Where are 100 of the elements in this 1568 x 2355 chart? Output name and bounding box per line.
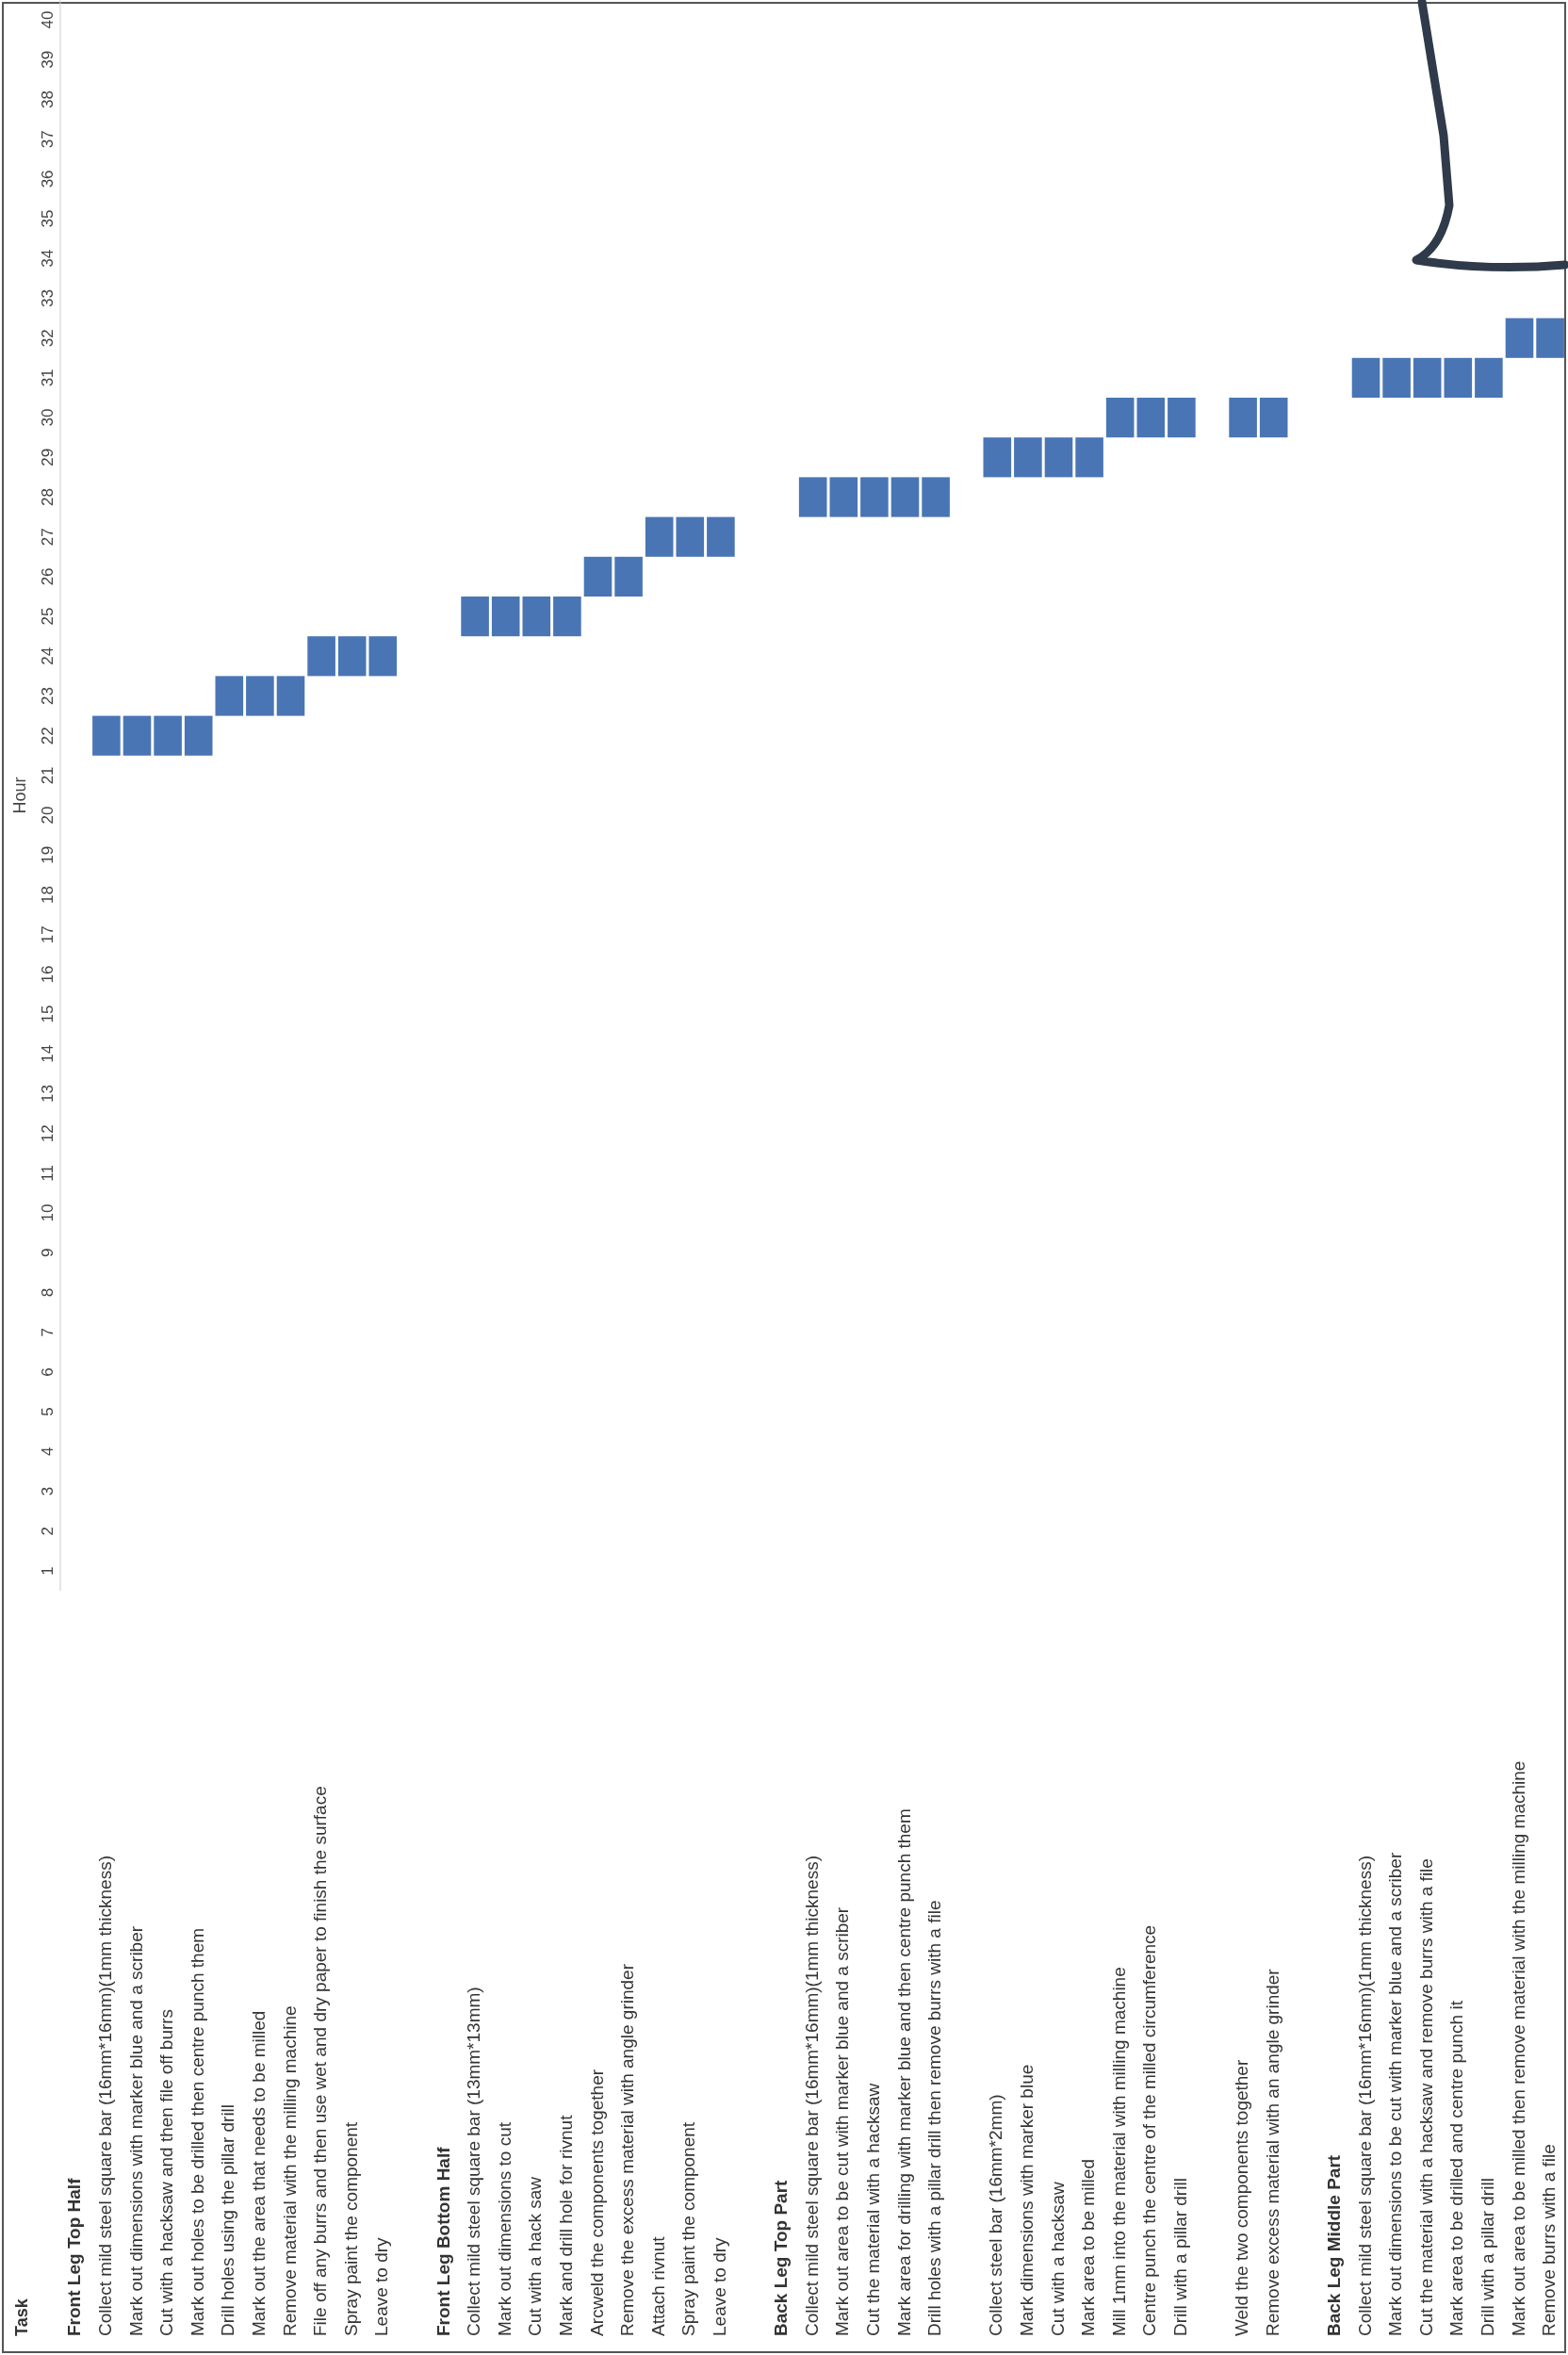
- x-tick-label: Attach rivnut: [647, 2235, 668, 2336]
- y-tick-label: 31: [39, 368, 57, 387]
- x-tick-label: Remove excess material with an angle grinder: [1262, 1968, 1282, 2336]
- bar: [707, 516, 735, 557]
- bar: [645, 516, 674, 557]
- x-tick-label: Collect mild steel square bar (16mm*16mm)(1mm thickness): [801, 1856, 822, 2336]
- y-tick-label: 2: [39, 1526, 57, 1536]
- y-tick-label: 8: [39, 1287, 57, 1298]
- x-tick-label: Collect mild steel square bar (13mm*13mm): [464, 1987, 484, 2336]
- x-tick-label: Front Leg Top Half: [64, 2177, 85, 2336]
- bar: [122, 715, 152, 756]
- x-tick-label: Mark area to be drilled and centre punch it: [1446, 2000, 1467, 2336]
- x-tick-label: Remove the excess material with angle grinder: [617, 1963, 638, 2336]
- x-tick-label: Drill with a pillar drill: [1169, 2178, 1190, 2336]
- y-tick-label: 13: [39, 1085, 57, 1103]
- x-tick-label: Remove burrs with a file: [1539, 2144, 1560, 2336]
- y-tick-label: 10: [39, 1203, 57, 1222]
- bar: [337, 636, 367, 677]
- x-tick-label: Mill 1mm into the material with milling machine: [1108, 1967, 1129, 2336]
- x-tick-label: Drill holes with a pillar drill then remove burrs with a file: [924, 1900, 945, 2336]
- y-tick-label: 3: [39, 1486, 57, 1496]
- bar: [1475, 357, 1503, 398]
- x-tick-label: Back Leg Middle Part: [1323, 2154, 1344, 2336]
- x-tick-label: Spray paint the component: [340, 2121, 361, 2336]
- y-tick-label: 39: [39, 50, 57, 69]
- y-tick-label: 25: [39, 607, 57, 626]
- y-tick-label: 9: [39, 1248, 57, 1258]
- x-tick-label: Leave to dry: [371, 2236, 392, 2336]
- x-tick-label: Mark out the area that needs to be milled: [248, 2010, 269, 2336]
- bar: [922, 477, 950, 517]
- y-tick-label: 30: [39, 408, 57, 427]
- y-tick-label: 21: [39, 766, 57, 785]
- x-tick-label: Collect steel bar (16mm*2mm): [986, 2094, 1006, 2336]
- y-tick-label: 23: [39, 687, 57, 705]
- x-tick-label: Arcweld the components together: [586, 2069, 607, 2336]
- x-tick-label: Collect mild steel square bar (16mm*16mm)(1mm thickness): [1354, 1856, 1375, 2336]
- x-tick-label: Cut with a hacksaw: [1047, 2182, 1068, 2336]
- y-tick-label: 1: [39, 1566, 57, 1576]
- bar: [1536, 318, 1564, 358]
- x-tick-label: Cut the material with a hacksaw and remove burrs with a file: [1415, 1858, 1436, 2336]
- y-tick-label: 18: [39, 886, 57, 904]
- y-tick-label: 37: [39, 130, 57, 149]
- y-tick-label: 19: [39, 845, 57, 864]
- y-tick-label: 20: [39, 806, 57, 825]
- x-tick-label: Cut the material with a hacksaw: [862, 2083, 883, 2336]
- x-tick-label: Front Leg Bottom Half: [433, 2146, 453, 2336]
- y-tick-label: 38: [39, 90, 57, 108]
- bar: [1044, 437, 1073, 478]
- bar: [522, 597, 551, 637]
- bar: [890, 477, 920, 517]
- x-tick-label: Cut with a hacksaw and then file off burrs: [156, 2008, 177, 2336]
- bar: [860, 477, 889, 517]
- bar: [92, 715, 121, 756]
- bar: [1382, 357, 1411, 398]
- bar: [1105, 398, 1135, 438]
- bar: [1136, 398, 1166, 438]
- bar: [154, 715, 182, 756]
- bar: [307, 636, 335, 677]
- x-tick-label: Remove material with the milling machine: [279, 2005, 300, 2336]
- bar: [184, 715, 213, 756]
- x-tick-label: Mark area to be milled: [1078, 2159, 1099, 2336]
- bar: [1168, 398, 1196, 438]
- x-tick-label: Mark out area to be milled then remove material with the milling machine: [1508, 1760, 1528, 2336]
- y-tick-label: 17: [39, 925, 57, 944]
- x-tick-label: Centre punch the centre of the milled circumference: [1139, 1924, 1160, 2336]
- y-tick-label: 16: [39, 965, 57, 984]
- x-tick-label: Drill with a pillar drill: [1477, 2178, 1497, 2336]
- x-tick-label: Mark area for drilling with marker blue and then centre punch them: [893, 1808, 914, 2336]
- y-tick-label: 28: [39, 488, 57, 506]
- y-tick-label: 15: [39, 1005, 57, 1023]
- y-tick-label: 26: [39, 567, 57, 586]
- bar: [491, 597, 520, 637]
- bar: [614, 556, 643, 597]
- y-axis-title: Hour: [9, 777, 29, 814]
- bar: [215, 676, 244, 716]
- y-tick-label: 27: [39, 528, 57, 547]
- y-tick-label: 32: [39, 329, 57, 348]
- y-tick-label: 36: [39, 170, 57, 188]
- y-tick-label: 40: [39, 10, 57, 29]
- bar: [1505, 318, 1534, 358]
- bar: [1413, 357, 1442, 398]
- x-tick-label: File off any burrs and then use wet and dry paper to finish the surface: [310, 1786, 331, 2336]
- bar: [1014, 437, 1042, 478]
- bar: [1351, 357, 1380, 398]
- y-tick-label: 24: [39, 646, 57, 665]
- y-tick-label: 12: [39, 1124, 57, 1143]
- x-tick-label: Mark out dimensions with marker blue and a scriber: [125, 1925, 146, 2336]
- x-tick-label: Cut with a hack saw: [525, 2176, 546, 2336]
- y-tick-label: 6: [39, 1367, 57, 1377]
- y-tick-label: 22: [39, 727, 57, 745]
- bar: [1229, 398, 1257, 438]
- y-tick-label: 34: [39, 249, 57, 268]
- x-tick-label: Mark dimensions with marker blue: [1016, 2064, 1037, 2336]
- bar: [829, 477, 858, 517]
- bar: [676, 516, 705, 557]
- bar: [553, 597, 581, 637]
- x-tick-label: Mark out dimensions to be cut with marker blue and a scriber: [1385, 1852, 1406, 2336]
- bar: [983, 437, 1012, 478]
- bar: [461, 597, 489, 637]
- x-tick-label: Back Leg Top Part: [771, 2179, 792, 2336]
